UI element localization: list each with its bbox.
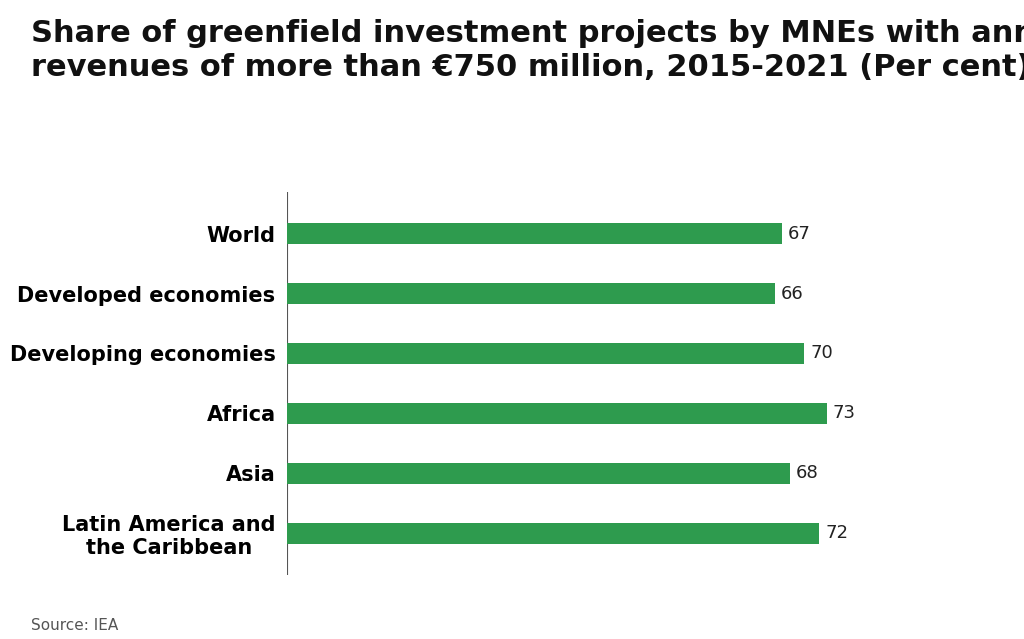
Bar bbox=[287, 283, 775, 304]
Text: 68: 68 bbox=[796, 465, 818, 482]
Text: 66: 66 bbox=[780, 284, 804, 302]
Text: 67: 67 bbox=[788, 225, 811, 243]
Text: 73: 73 bbox=[833, 404, 855, 422]
Bar bbox=[287, 523, 819, 544]
Text: 72: 72 bbox=[825, 524, 848, 542]
Bar bbox=[287, 223, 782, 244]
Bar bbox=[287, 463, 790, 484]
Bar bbox=[287, 343, 805, 364]
Text: Source: IEA: Source: IEA bbox=[31, 618, 118, 633]
Text: Share of greenfield investment projects by MNEs with annual
revenues of more tha: Share of greenfield investment projects … bbox=[31, 19, 1024, 82]
Text: 70: 70 bbox=[810, 344, 834, 362]
Bar bbox=[287, 403, 826, 424]
